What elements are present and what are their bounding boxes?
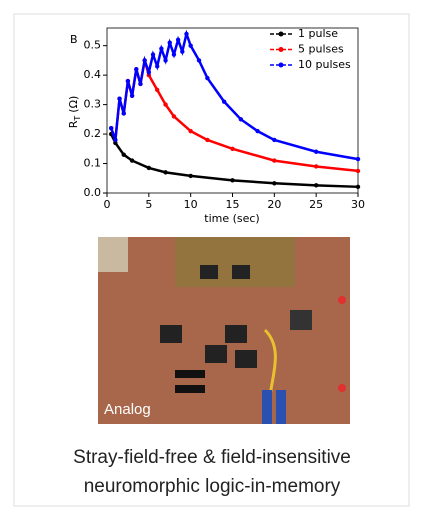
x-tick-label: 15: [226, 198, 240, 211]
x-tick-label: 5: [145, 198, 152, 211]
point: [146, 69, 152, 75]
y-tick-label: 0.1: [84, 157, 102, 170]
x-axis-label: time (sec): [204, 212, 259, 225]
caption-line: neuromorphic logic-in-memory: [84, 476, 341, 497]
point: [355, 184, 361, 190]
point: [142, 58, 147, 63]
point: [238, 117, 244, 122]
point: [167, 40, 172, 45]
photo: Analog: [98, 237, 350, 424]
series-line: [110, 29, 359, 161]
y-label-sub: T: [73, 116, 82, 122]
point: [146, 165, 152, 171]
point: [230, 146, 235, 152]
y-axis-label: RT (Ω): [67, 96, 82, 129]
y-label-unit: (Ω): [67, 96, 80, 113]
x-tick-label: 20: [267, 198, 281, 211]
legend-marker: [278, 62, 284, 68]
point: [205, 137, 210, 143]
panel-label: B: [70, 33, 78, 46]
point: [129, 158, 135, 163]
point: [121, 152, 126, 157]
point: [163, 102, 168, 107]
legend-label: 1 pulse: [298, 27, 338, 40]
y-tick-label: 0.2: [84, 127, 102, 140]
legend-marker: [278, 47, 284, 52]
photo-label: Analog: [104, 401, 151, 418]
legend-marker: [278, 31, 284, 37]
point: [355, 168, 361, 174]
point: [159, 46, 164, 51]
point: [272, 181, 277, 186]
point: [196, 58, 202, 63]
x-tick-label: 30: [351, 198, 365, 211]
point: [221, 99, 227, 104]
caption-line: Stray-field-free & field-insensitive: [73, 447, 351, 468]
point: [272, 158, 277, 163]
point: [129, 93, 135, 98]
point: [150, 52, 156, 57]
point: [272, 137, 277, 143]
point: [138, 81, 143, 87]
point: [313, 183, 319, 188]
point: [125, 78, 131, 84]
y-label-main: R: [67, 120, 80, 128]
legend-label: 5 pulses: [298, 43, 344, 56]
point: [121, 111, 126, 116]
point: [255, 128, 260, 134]
point: [355, 156, 361, 162]
point: [184, 31, 189, 37]
point: [108, 125, 114, 131]
point: [205, 75, 210, 81]
point: [171, 52, 177, 57]
point: [163, 170, 168, 175]
point: [313, 164, 319, 169]
y-tick-label: 0.3: [84, 98, 102, 111]
point: [188, 173, 193, 179]
point: [134, 67, 139, 72]
point: [155, 87, 160, 93]
x-tick-label: 10: [184, 198, 198, 211]
legend-label: 10 pulses: [298, 58, 351, 71]
point: [175, 37, 181, 42]
x-tick-label: 25: [309, 198, 323, 211]
point: [163, 58, 168, 63]
point: [188, 43, 193, 48]
point: [117, 96, 122, 101]
point: [171, 114, 177, 119]
point: [180, 49, 185, 54]
point: [113, 137, 118, 143]
point: [155, 64, 160, 69]
y-tick-label: 0.0: [84, 186, 102, 199]
point: [313, 149, 319, 154]
x-tick-label: 0: [104, 198, 111, 211]
point: [188, 128, 193, 134]
point: [230, 178, 235, 183]
y-tick-label: 0.5: [84, 39, 102, 52]
y-tick-label: 0.4: [84, 68, 102, 81]
